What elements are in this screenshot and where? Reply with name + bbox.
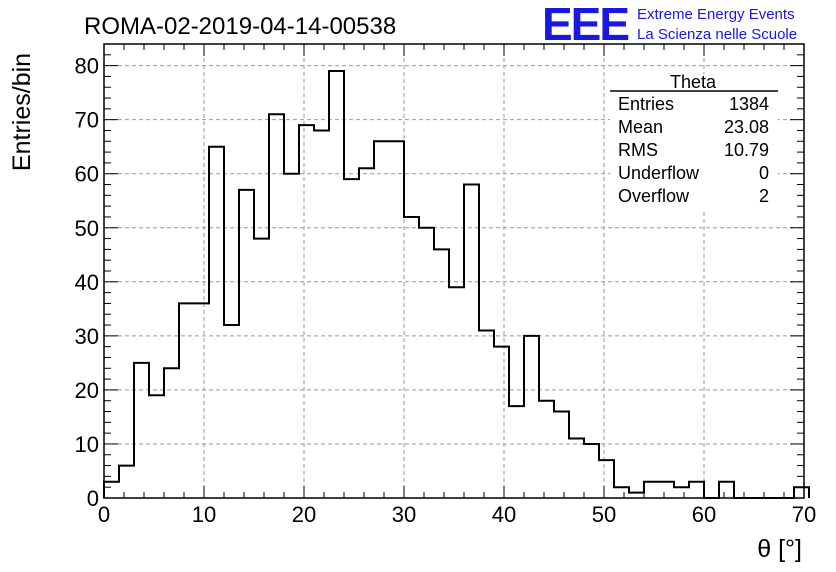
x-axis-title: θ [°] [757, 535, 802, 563]
eee-logo-line2: La Scienza nelle Scuole [637, 26, 797, 43]
y-tick-label: 10 [75, 432, 99, 457]
x-tick-label: 0 [98, 502, 110, 527]
y-tick-label: 60 [75, 162, 99, 187]
y-axis-title: Entries/bin [8, 53, 36, 171]
x-tick-labels: 0 10 20 30 40 50 60 70 [98, 502, 816, 527]
y-tick-label: 30 [75, 324, 99, 349]
eee-logo: EEE Extreme Energy Events La Scienza nel… [542, 0, 797, 50]
eee-logo-line1: Extreme Energy Events [637, 6, 795, 23]
stats-overflow-label: Overflow [618, 186, 690, 206]
y-tick-label: 50 [75, 216, 99, 241]
stats-mean-value: 23.08 [724, 117, 769, 137]
axis-ticks [103, 43, 805, 499]
x-tick-label: 70 [792, 502, 816, 527]
stats-entries-value: 1384 [729, 94, 769, 114]
y-tick-label: 40 [75, 270, 99, 295]
y-tick-labels: 0 10 20 30 40 50 60 70 80 [75, 54, 99, 511]
y-tick-label: 80 [75, 54, 99, 79]
x-tick-label: 60 [692, 502, 716, 527]
plot-frame [103, 43, 805, 499]
y-tick-label: 0 [87, 486, 99, 511]
x-tick-label: 10 [192, 502, 216, 527]
stats-underflow-value: 0 [759, 163, 769, 183]
stats-box: Theta Entries 1384 Mean 23.08 RMS 10.79 … [610, 72, 778, 212]
stats-box-background [610, 74, 778, 212]
stats-box-title: Theta [670, 72, 717, 92]
stats-mean-label: Mean [618, 117, 663, 137]
x-tick-label: 20 [292, 502, 316, 527]
x-tick-label: 40 [492, 502, 516, 527]
histogram-outline [103, 70, 810, 499]
y-tick-label: 70 [75, 108, 99, 133]
stats-rms-label: RMS [618, 140, 658, 160]
stats-rms-value: 10.79 [724, 140, 769, 160]
chart-title: ROMA-02-2019-04-14-00538 [84, 13, 396, 40]
stats-overflow-value: 2 [759, 186, 769, 206]
y-tick-label: 20 [75, 378, 99, 403]
x-tick-label: 50 [592, 502, 616, 527]
stats-underflow-label: Underflow [618, 163, 700, 183]
x-tick-label: 30 [392, 502, 416, 527]
eee-logo-mark: EEE [542, 0, 628, 50]
stats-entries-label: Entries [618, 94, 674, 114]
